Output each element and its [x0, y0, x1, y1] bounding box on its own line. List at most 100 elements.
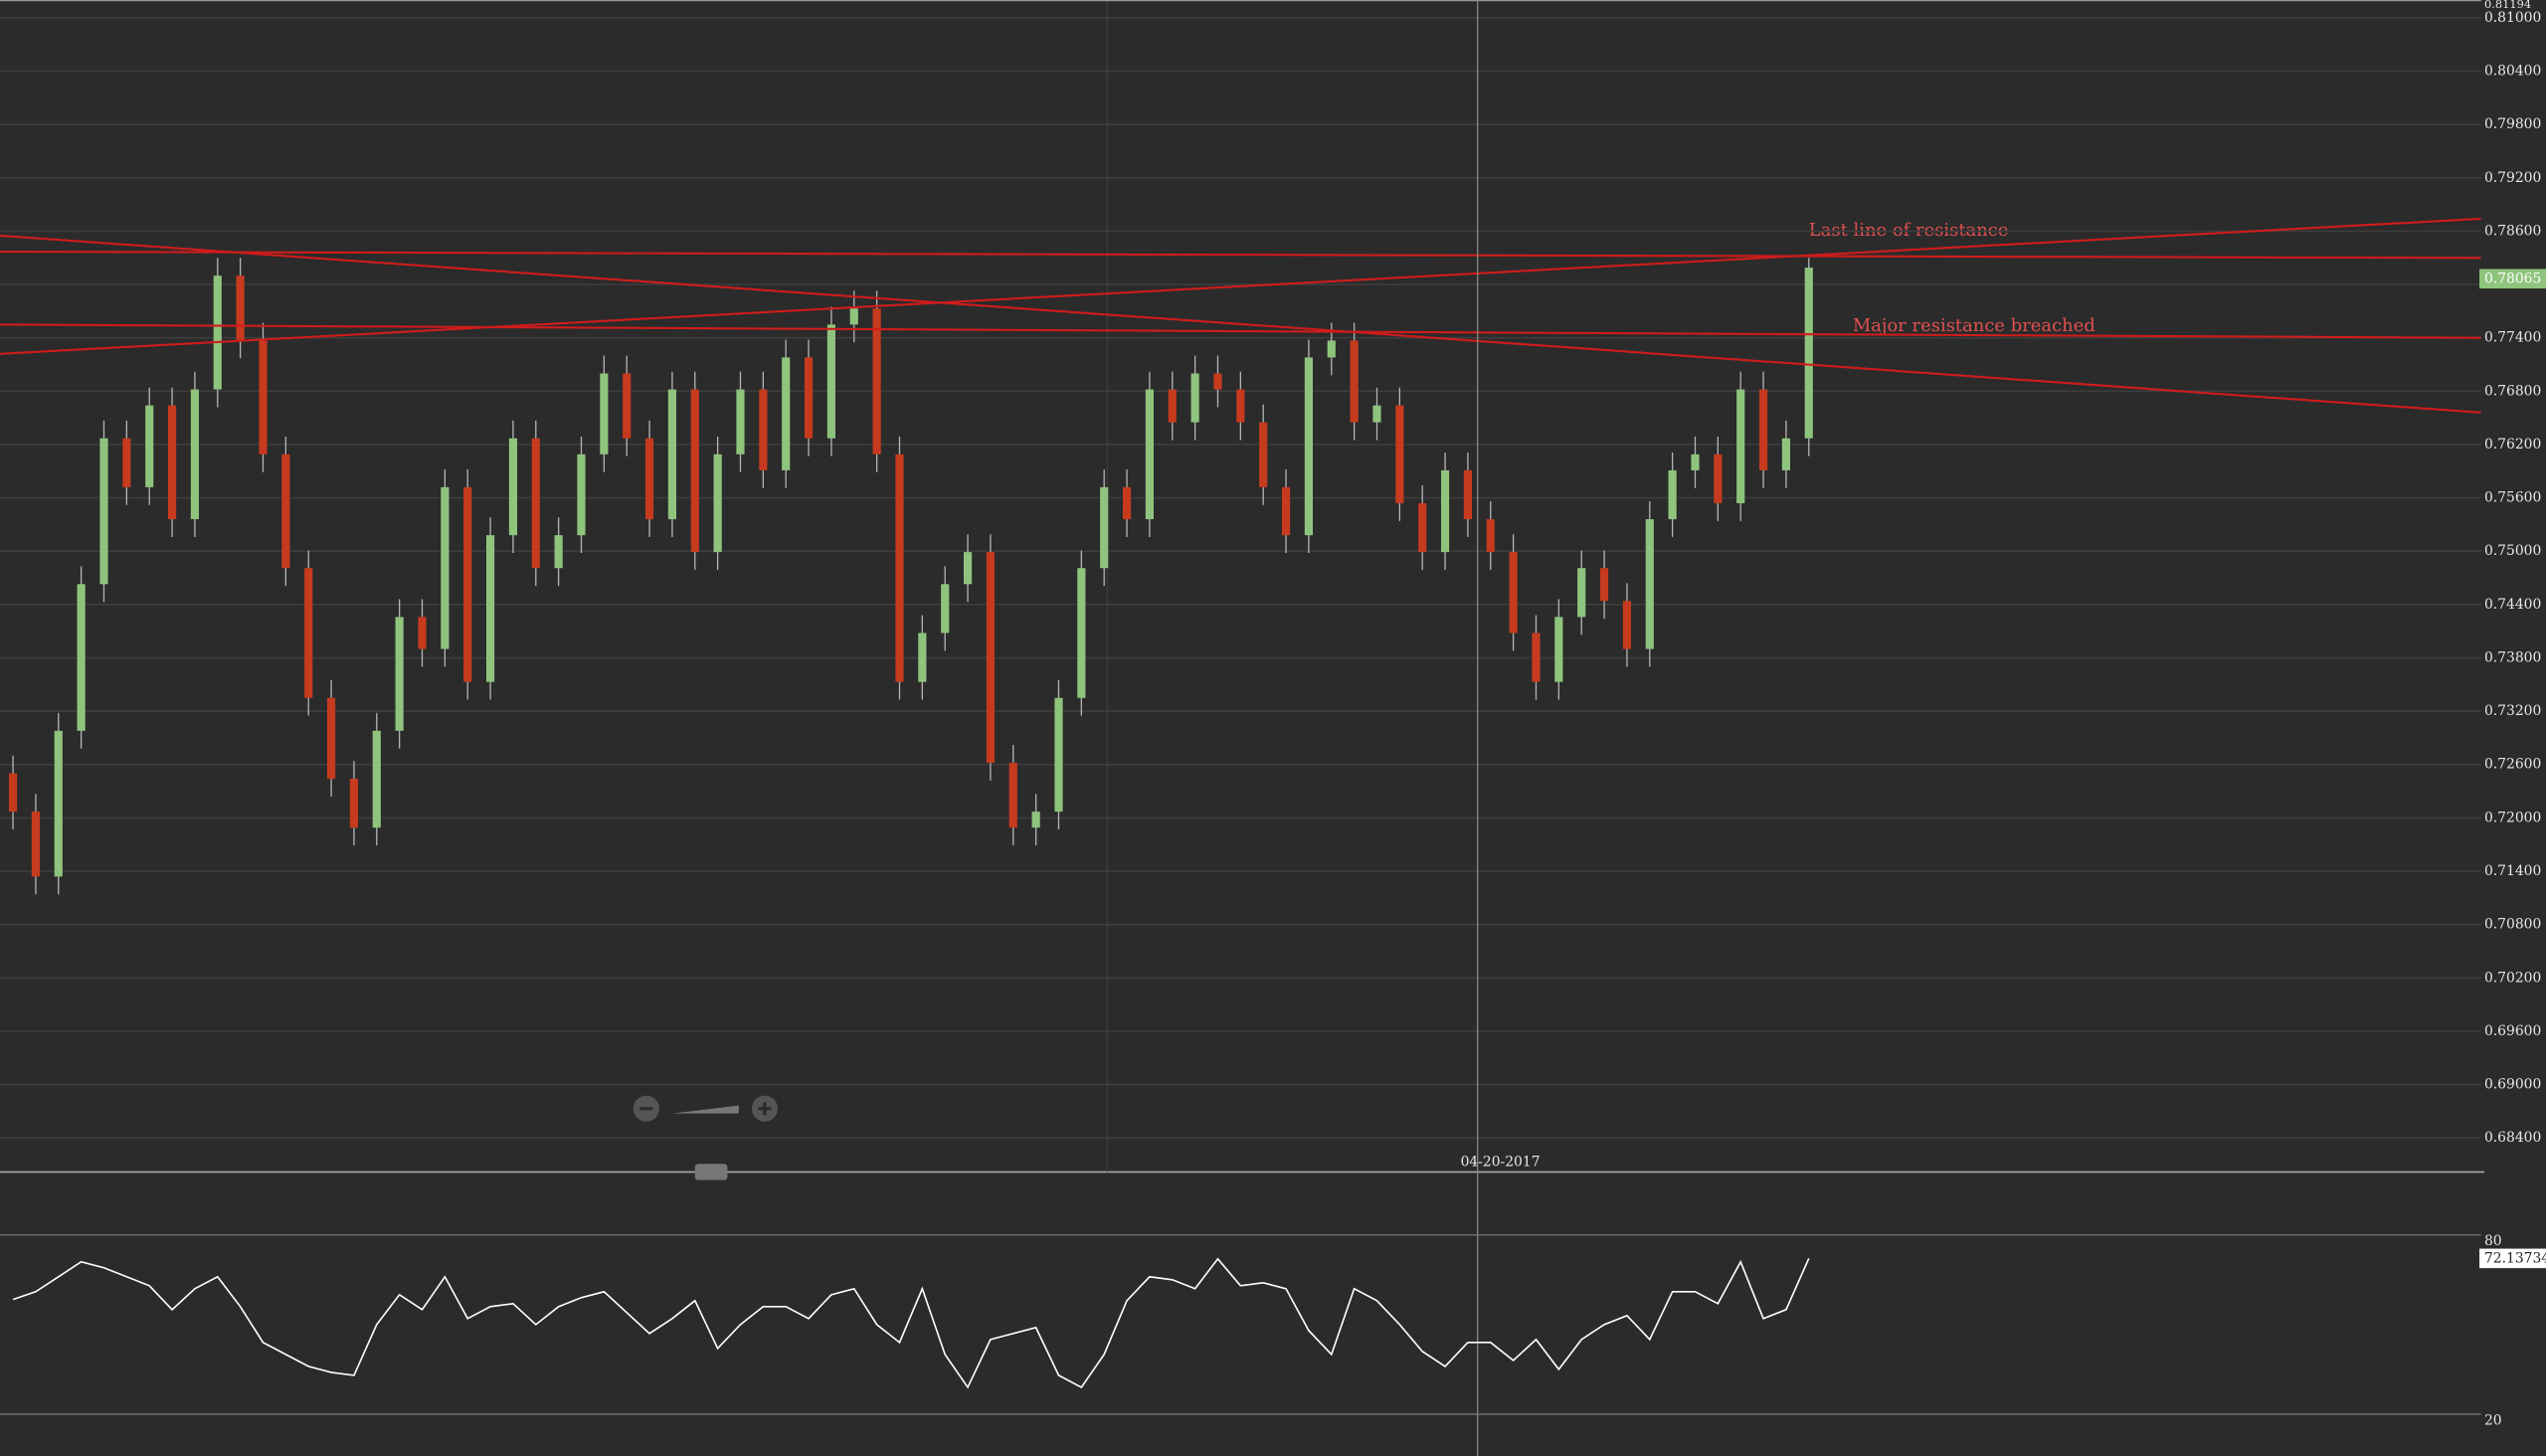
y-tick-label: 0.69000 — [2484, 1077, 2541, 1093]
candle-body — [1304, 357, 1313, 536]
candle-body — [690, 389, 699, 553]
candle-body — [441, 486, 450, 649]
indicator-line — [12, 1257, 1810, 1389]
candle-body — [485, 535, 495, 682]
candle-body — [122, 438, 131, 487]
y-tick-label: 0.79800 — [2484, 116, 2541, 132]
scroll-handle[interactable] — [694, 1164, 728, 1181]
crosshair-price: 0.81194 — [2484, 0, 2531, 11]
candle-body — [1327, 340, 1336, 358]
candle-body — [736, 389, 745, 455]
candle-body — [1236, 389, 1245, 423]
candle-body — [1190, 373, 1199, 423]
candle-body — [1532, 633, 1541, 682]
y-tick-label: 0.72600 — [2484, 757, 2541, 773]
candle-body — [1645, 519, 1654, 649]
candle-body — [1736, 389, 1745, 503]
y-tick-label: 0.77400 — [2484, 330, 2541, 346]
candle-body — [1350, 340, 1359, 423]
candle-body — [1395, 405, 1404, 503]
candle-body — [1100, 486, 1109, 569]
candle-body — [1440, 469, 1450, 553]
candle-body — [1054, 697, 1063, 813]
trend-line — [0, 234, 2481, 414]
candle-body — [986, 552, 995, 763]
candle-body — [1486, 519, 1495, 553]
candle-body — [531, 438, 540, 569]
y-tick-label: 0.75600 — [2484, 490, 2541, 506]
candle-body — [600, 373, 609, 455]
trend-line — [0, 250, 2481, 260]
y-tick-label: 0.81000 — [2484, 10, 2541, 26]
trend-line — [0, 217, 2481, 355]
candle-body — [1008, 762, 1017, 828]
candle-body — [1281, 486, 1291, 536]
y-tick-label: 0.73200 — [2484, 703, 2541, 719]
candle-body — [236, 275, 245, 341]
candle-body — [554, 535, 563, 569]
zoom-control[interactable] — [633, 1095, 779, 1122]
candle-body — [1622, 601, 1631, 649]
candle-body — [349, 779, 358, 828]
candle-body — [804, 357, 814, 439]
candle-body — [1418, 502, 1427, 553]
candle-body — [1804, 268, 1813, 439]
candle-body — [1668, 469, 1677, 520]
candle-body — [623, 373, 632, 439]
indicator-value-label: 72.13734 — [2484, 1250, 2546, 1266]
candle-body — [508, 438, 517, 536]
y-tick-label: 0.69600 — [2484, 1023, 2541, 1039]
candle-body — [872, 308, 881, 455]
y-tick-label: 20 — [2484, 1412, 2502, 1428]
candle-body — [1758, 389, 1768, 470]
candle-body — [941, 584, 950, 634]
candle-body — [145, 405, 154, 487]
candle-body — [1077, 568, 1086, 698]
crosshair-date: 04-20-2017 — [1461, 1155, 1541, 1171]
candle-body — [1259, 422, 1268, 487]
annotation: Major resistance breached — [1853, 315, 2095, 336]
candle-body — [77, 584, 86, 731]
y-tick-label: 0.70800 — [2484, 917, 2541, 933]
candle-body — [759, 389, 768, 470]
candle-body — [1145, 389, 1154, 520]
trend-line — [0, 323, 2481, 339]
candle-body — [395, 617, 404, 731]
candle-body — [1463, 469, 1472, 520]
annotation: Last line of resistance — [1809, 220, 2009, 241]
y-tick-label: 0.76800 — [2484, 383, 2541, 399]
candle-body — [463, 486, 472, 682]
indicator-value-box — [2479, 1248, 2546, 1269]
candle-body — [1122, 486, 1132, 520]
y-tick-label: 0.73800 — [2484, 650, 2541, 666]
candle-body — [1577, 568, 1586, 618]
last-price-label: 0.78065 — [2484, 271, 2541, 286]
candle-body — [963, 552, 973, 585]
candle-body — [1599, 568, 1609, 602]
candle-body — [99, 438, 108, 585]
candle-body — [326, 697, 336, 780]
candle-body — [918, 633, 927, 682]
candle-body — [213, 275, 222, 390]
y-tick-label: 0.68400 — [2484, 1130, 2541, 1146]
candle-body — [1168, 389, 1177, 423]
y-tick-label: 0.71400 — [2484, 863, 2541, 879]
y-tick-label: 0.70200 — [2484, 970, 2541, 986]
candle-body — [1714, 454, 1723, 503]
candle-body — [1691, 454, 1700, 470]
candle-body — [372, 730, 381, 828]
y-tick-label: 0.74400 — [2484, 597, 2541, 613]
candle-body — [1554, 617, 1563, 682]
candle-body — [895, 454, 904, 682]
y-tick-label: 0.80400 — [2484, 64, 2541, 80]
y-tick-label: 0.76200 — [2484, 437, 2541, 453]
candle-body — [667, 389, 676, 520]
candle-body — [1509, 552, 1518, 634]
candle-body — [782, 357, 791, 470]
candle-body — [259, 340, 268, 455]
candle-body — [190, 389, 199, 520]
y-tick-label: 0.75000 — [2484, 543, 2541, 559]
candle-body — [167, 405, 177, 520]
